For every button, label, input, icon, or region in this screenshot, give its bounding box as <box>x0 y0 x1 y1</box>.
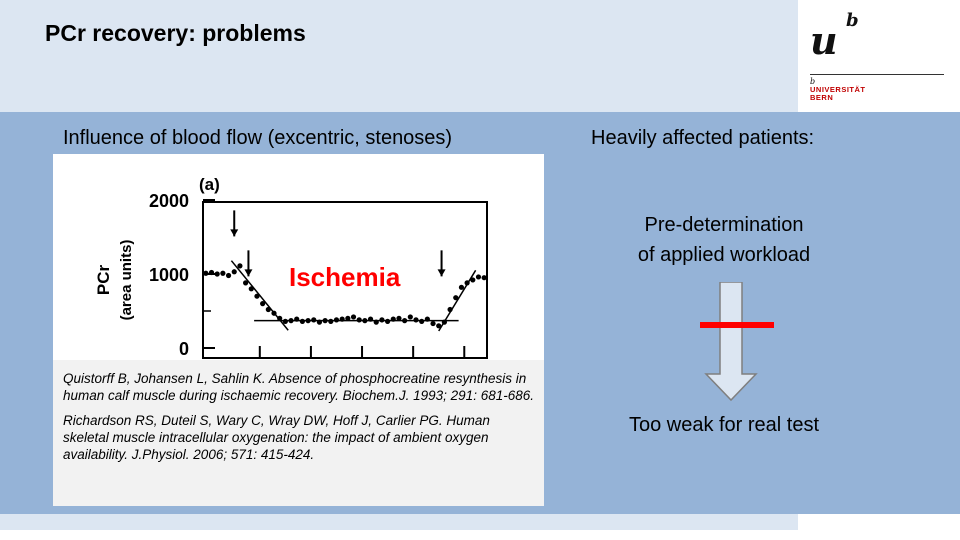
bottom-statement: Too weak for real test <box>628 414 820 436</box>
footer-band <box>0 514 798 530</box>
left-heading: Influence of blood flow (excentric, sten… <box>63 127 453 149</box>
data-point <box>203 270 209 276</box>
data-point <box>356 317 362 323</box>
y-tick-label: 0 <box>179 339 189 359</box>
data-point <box>407 314 413 320</box>
ischemia-annotation: Ischemia <box>289 262 401 292</box>
data-point <box>475 274 482 280</box>
predetermination-line-2: of applied workload <box>637 244 811 266</box>
data-point <box>248 286 254 292</box>
predetermination-line-1: Pre-determination <box>644 214 804 236</box>
reference-2: Richardson RS, Duteil S, Wary C, Wray DW… <box>63 413 490 462</box>
logo-line-1: UNIVERSITÄT <box>810 85 866 94</box>
predetermination-text: Pre-determination of applied workload <box>600 210 848 270</box>
reference-1: Quistorff B, Johansen L, Sahlin K. Absen… <box>63 371 534 403</box>
data-point <box>260 301 266 307</box>
data-point <box>419 318 425 324</box>
data-point <box>458 284 465 290</box>
event-arrow-head <box>230 229 239 237</box>
y-tick-label: 1000 <box>149 265 189 285</box>
pcr-chart: (a) PCr (area units) Ischemia 0 1000 2000 <box>94 175 488 359</box>
data-point <box>379 317 385 323</box>
data-points <box>203 263 487 329</box>
data-point <box>311 317 317 323</box>
logo-small-b: b <box>810 77 816 86</box>
data-point <box>299 318 305 324</box>
data-point <box>453 295 459 301</box>
event-arrows <box>230 210 446 277</box>
event-arrow-head <box>437 269 446 277</box>
data-point <box>220 270 226 276</box>
data-point <box>322 318 328 324</box>
data-point <box>288 318 294 324</box>
data-point <box>339 316 345 322</box>
data-point <box>231 269 237 275</box>
data-point <box>243 280 249 286</box>
data-point <box>294 316 300 322</box>
y-axis-label-2: (area units) <box>118 240 135 321</box>
figure-panel: (a) PCr (area units) Ischemia 0 1000 2000 <box>53 154 544 360</box>
panel-label: (a) <box>199 175 220 194</box>
header-band <box>0 0 798 112</box>
data-point <box>373 319 379 325</box>
data-point <box>265 306 271 313</box>
slide-title: PCr recovery: problems <box>45 20 306 46</box>
logo-rule <box>810 74 944 75</box>
data-point <box>396 315 402 321</box>
data-point <box>350 314 357 320</box>
data-point <box>316 319 323 325</box>
data-point <box>436 323 442 329</box>
y-axis-label-1: PCr <box>94 265 113 296</box>
data-point <box>402 318 408 324</box>
data-point <box>441 319 447 325</box>
data-point <box>237 263 243 269</box>
data-point <box>328 318 334 324</box>
references-box: Quistorff B, Johansen L, Sahlin K. Absen… <box>53 360 544 506</box>
event-arrow-head <box>244 269 253 277</box>
data-point <box>345 315 351 321</box>
data-point <box>447 306 453 313</box>
y-tick-label: 2000 <box>149 191 189 211</box>
data-point <box>305 318 311 324</box>
data-point <box>333 317 340 323</box>
down-arrow-shape <box>704 282 758 402</box>
data-point <box>424 316 430 322</box>
data-point <box>390 316 396 322</box>
data-point <box>254 293 260 299</box>
logo-mark: u <box>810 18 838 63</box>
data-point <box>271 310 277 316</box>
data-point <box>225 272 232 279</box>
plot-frame <box>202 201 488 359</box>
data-point <box>430 320 436 327</box>
data-point <box>214 271 220 277</box>
data-point <box>481 275 487 281</box>
logo-superscript: b <box>846 10 859 31</box>
data-point <box>282 318 288 324</box>
data-point <box>413 317 419 323</box>
data-point <box>362 318 368 324</box>
logo-text: UNIVERSITÄT BERN <box>810 86 866 102</box>
logo-line-2: BERN <box>810 93 834 102</box>
down-arrow <box>700 282 774 402</box>
blocking-bar <box>700 322 774 328</box>
data-point <box>470 277 476 283</box>
data-point <box>385 318 391 324</box>
university-logo: u b b UNIVERSITÄT BERN <box>808 8 948 108</box>
x-axis-ticks <box>258 346 466 358</box>
data-point <box>208 269 215 276</box>
y-axis-ticks: 0 1000 2000 <box>149 191 215 359</box>
data-point <box>277 315 283 321</box>
data-point <box>464 280 470 286</box>
data-point <box>367 316 374 322</box>
right-heading: Heavily affected patients: <box>591 127 815 149</box>
